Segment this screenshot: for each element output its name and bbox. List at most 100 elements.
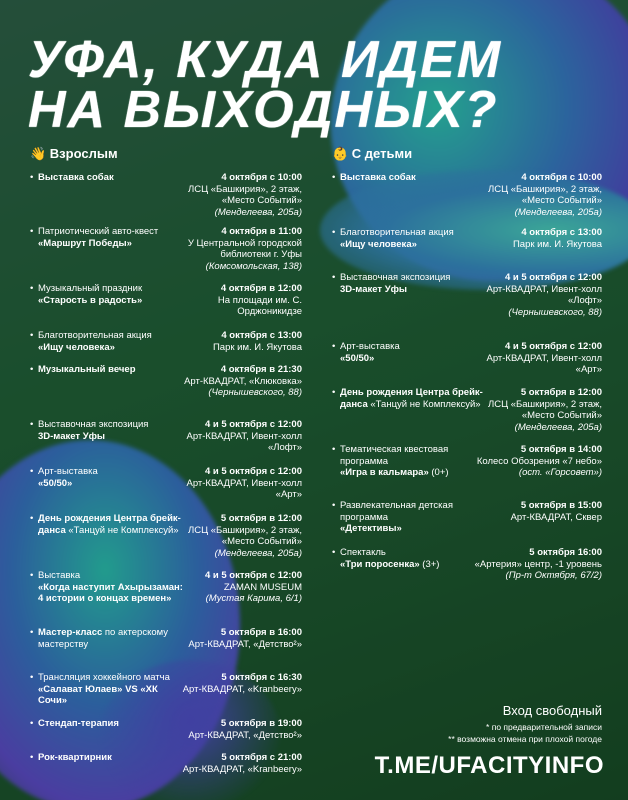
event-name: Развлекательная детская программа«Детект… (332, 500, 490, 535)
event-place: ЛСЦ «Башкирия», 2 этаж, «Место Событий» (487, 398, 602, 422)
event-details: 4 октября с 10:00 ЛСЦ «Башкирия», 2 этаж,… (172, 172, 302, 218)
event-date: 4 октября в 21:30 (220, 364, 302, 375)
event-details: 4 октября с 13:00 Парк им. И. Якутова (472, 227, 602, 250)
event-place: Арт-КВАДРАТ, «Детство²» (188, 729, 302, 741)
event-name: Музыкальный праздник«Старость в радость» (30, 283, 188, 306)
event-subtitle: «Танцуй не Комплексуй» (68, 524, 179, 536)
event-address: (Мустая Карима, 6/1) (205, 593, 302, 604)
event-intro: Музыкальный праздник (38, 283, 143, 294)
event-intro: Благотворительная акция (340, 227, 454, 238)
footnote: * по предварительной записи (486, 722, 602, 732)
event-details: 5 октября в 19:00 Арт-КВАДРАТ, «Детство²» (172, 718, 302, 741)
event-details: 4 и 5 октября с 12:00 Арт-КВАДРАТ, Ивент-… (172, 419, 302, 454)
title-line: УФА, КУДА ИДЕМ (28, 31, 503, 89)
event-title: День рождения Центра брейк-данса (340, 387, 483, 410)
event-name: Выставка«Когда наступит Ахырызаман: 4 ис… (30, 570, 188, 605)
event-address: (ост. «Горсовет») (518, 467, 602, 478)
event-place: ЛСЦ «Башкирия», 2 этаж, «Место Событий» (487, 183, 602, 207)
event-address: (Менделеева, 205а) (214, 547, 302, 559)
column-heading: 👶 С детьми (332, 146, 413, 161)
event-place: Арт-КВАДРАТ, Ивент-холл «Арт» (186, 477, 302, 501)
event-place: Парк им. И. Якутова (512, 238, 602, 250)
event-address: (Чернышевского, 88) (208, 387, 302, 398)
event-intro: Трансляция хоккейного матча (38, 672, 170, 683)
event-address: (Менделеева, 205а) (514, 206, 602, 218)
event-date: 5 октября в 16:00 (220, 627, 302, 638)
event-name: Спектакль«Три поросенка» (3+) (332, 547, 490, 570)
event-place: Арт-КВАДРАТ, «Клюковка» (184, 375, 302, 387)
event-details: 4 октября в 12:00 На площади им. С. Орджо… (172, 283, 302, 318)
event-intro: Благотворительная акция (38, 330, 152, 341)
event-details: 5 октября в 12:00 ЛСЦ «Башкирия», 2 этаж,… (472, 387, 602, 433)
event-title: «Салават Юлаев» VS «ХК Сочи» (38, 683, 158, 707)
event-details: 5 октября в 15:00 Арт-КВАДРАТ, Сквер (472, 500, 602, 523)
footnote: ** возможна отмена при плохой погоде (448, 734, 602, 744)
event-title: Мастер-класс (38, 627, 103, 638)
event-title: 3D-макет Уфы (38, 430, 106, 442)
event-details: 4 октября в 11:00 У Центральной городской… (172, 226, 302, 272)
event-date: 4 и 5 октября с 12:00 (504, 272, 602, 283)
event-title: Стендап-терапия (38, 718, 119, 729)
event-title: «50/50» (340, 352, 375, 364)
channel-link[interactable]: T.ME/UFACITYINFO (374, 752, 604, 779)
event-date: 5 октября в 19:00 (220, 718, 302, 729)
event-title: День рождения Центра брейк-данса (38, 513, 181, 536)
event-subtitle: (0+) (431, 467, 449, 478)
event-details: 4 и 5 октября с 12:00 Арт-КВАДРАТ, Ивент-… (472, 272, 602, 318)
event-title: «Ищу человека» (340, 238, 417, 250)
event-intro: Выставочная экспозиция (38, 419, 149, 430)
event-date: 5 октября 16:00 (529, 547, 602, 558)
event-intro: Спектакль (340, 547, 386, 558)
event-name: День рождения Центра брейк-данса «Танцуй… (30, 513, 188, 536)
event-name: Музыкальный вечер (30, 364, 188, 376)
title-line: НА ВЫХОДНЫХ? (28, 81, 499, 139)
event-title: «Маршрут Победы» (38, 237, 132, 249)
event-place: Арт-КВАДРАТ, «Детство²» (188, 638, 302, 650)
event-address: (Пр-т Октября, 67/2) (505, 570, 602, 581)
event-details: 5 октября в 14:00 Колесо Обозрения «7 неб… (472, 444, 602, 479)
event-name: Патриотический авто-квест«Маршрут Победы… (30, 226, 188, 249)
event-title: «Три поросенка» (340, 558, 420, 570)
event-details: 4 и 5 октября с 12:00 ZAMAN MUSEUM (Мустая… (172, 570, 302, 605)
event-name: Благотворительная акция«Ищу человека» (30, 330, 188, 353)
event-title: Рок-квартирник (38, 752, 112, 763)
event-name: Стендап-терапия (30, 718, 188, 730)
event-title: «Когда наступит Ахырызаман: 4 истории о … (38, 581, 183, 605)
event-place: «Артерия» центр, -1 уровень (474, 558, 602, 570)
event-title: «Ищу человека» (38, 341, 115, 353)
event-place: У Центральной городской библиотеки г. Уф… (187, 237, 302, 261)
event-intro: Выставка (38, 570, 81, 581)
event-details: 4 октября с 13:00 Парк им. И. Якутова (172, 330, 302, 353)
event-details: 5 октября 16:00 «Артерия» центр, -1 урове… (472, 547, 602, 582)
event-date: 4 октября с 10:00 (221, 172, 302, 183)
event-intro: Тематическая квестовая программа (340, 444, 449, 467)
event-title: «Старость в радость» (38, 294, 143, 306)
event-place: Парк им. И. Якутова (212, 341, 302, 353)
event-title: «Детективы» (340, 523, 402, 534)
event-date: 5 октября с 16:30 (221, 672, 302, 683)
event-date: 4 октября с 10:00 (521, 172, 602, 183)
event-name: Благотворительная акция«Ищу человека» (332, 227, 490, 250)
event-title: Музыкальный вечер (38, 364, 136, 375)
event-intro: Арт-выставка (340, 341, 400, 352)
event-date: 4 и 5 октября с 12:00 (204, 570, 302, 581)
event-details: 4 октября в 21:30 Арт-КВАДРАТ, «Клюковка»… (172, 364, 302, 399)
event-name: Рок-квартирник (30, 752, 188, 764)
event-address: (Менделеева, 205а) (214, 206, 302, 218)
event-title: Выставка собак (340, 172, 416, 183)
event-place: Арт-КВАДРАТ, «Kranbeery» (182, 763, 302, 775)
event-intro: Арт-выставка (38, 466, 98, 477)
event-name: Мастер-класс по актерскому мастерству (30, 627, 188, 650)
event-subtitle: (3+) (422, 558, 440, 570)
event-details: 5 октября с 21:00 Арт-КВАДРАТ, «Kranbeery… (172, 752, 302, 775)
event-date: 5 октября с 21:00 (221, 752, 302, 763)
event-details: 5 октября в 12:00 ЛСЦ «Башкирия», 2 этаж,… (172, 513, 302, 559)
event-date: 4 октября с 13:00 (521, 227, 602, 238)
event-details: 4 октября с 10:00 ЛСЦ «Башкирия», 2 этаж,… (472, 172, 602, 218)
event-date: 4 и 5 октября с 12:00 (204, 466, 302, 477)
event-place: На площади им. С. Орджоникидзе (217, 294, 302, 318)
